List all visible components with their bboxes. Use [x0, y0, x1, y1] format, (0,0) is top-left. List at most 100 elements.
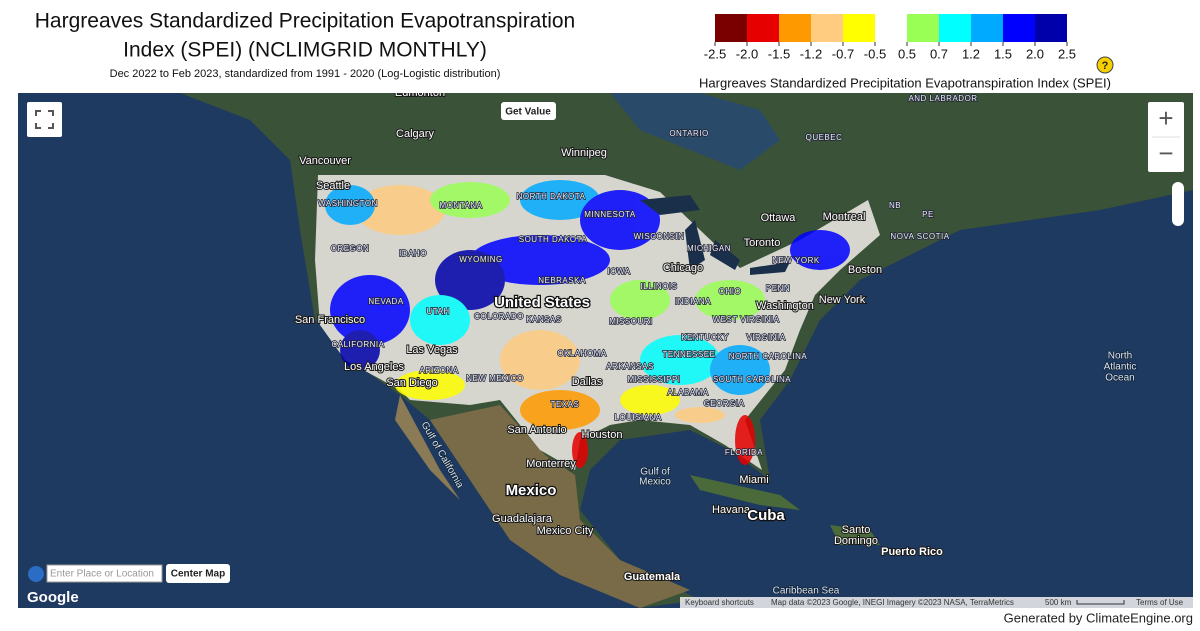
- label: QUEBEC: [806, 133, 843, 142]
- zoom-out[interactable]: −: [1158, 138, 1173, 168]
- legend-label: 0.7: [930, 46, 948, 61]
- google-logo: Google: [27, 589, 79, 606]
- label: INDIANA: [675, 297, 711, 306]
- cuba: [690, 475, 800, 510]
- label: Ottawa: [761, 212, 797, 224]
- land-mexico: [430, 405, 690, 608]
- title: Hargreaves Standardized Precipitation Ev…: [35, 10, 575, 33]
- legend-label: -2.5: [704, 46, 726, 61]
- label: IDAHO: [399, 249, 427, 258]
- label: NEW MEXICO: [466, 374, 523, 383]
- scale-bar: [1076, 600, 1125, 605]
- label: Vancouver: [299, 155, 351, 167]
- label: San Antonio: [507, 424, 566, 436]
- label: CALIFORNIA: [331, 340, 384, 349]
- label: MICHIGAN: [687, 244, 731, 253]
- legend-swatch: [779, 14, 811, 42]
- label: NEW YORK: [772, 256, 820, 265]
- attribution[interactable]: Terms of Use: [1136, 598, 1184, 607]
- scale-label: 500 km: [1045, 598, 1072, 607]
- center-map-button[interactable]: [166, 564, 230, 583]
- label: WASHINGTON: [318, 199, 378, 208]
- zoom-slider[interactable]: [1172, 182, 1184, 226]
- attribution: Map data ©2023 Google, INEGI Imagery ©20…: [771, 598, 1014, 607]
- legend: -2.5 -2.0 -1.5 -1.2 -0.7 -0.5 0.5 0.7 1.2 1.5 2.0 2…: [704, 14, 1076, 61]
- legend-label: -0.5: [864, 46, 886, 61]
- attribution[interactable]: Keyboard shortcuts: [685, 598, 754, 607]
- fullscreen-icon[interactable]: [35, 110, 54, 129]
- label: Cuba: [747, 507, 785, 524]
- legend-swatch: [939, 14, 971, 42]
- label: ALABAMA: [667, 388, 708, 397]
- label: Boston: [848, 264, 882, 276]
- label: KENTUCKY: [681, 333, 729, 342]
- credit: Generated by ClimateEngine.org: [1004, 610, 1193, 625]
- fullscreen-button[interactable]: [27, 102, 62, 137]
- title: Index (SPEI) (NCLIMGRID MONTHLY): [123, 39, 487, 62]
- legend-swatch: [811, 14, 843, 42]
- label: COLORADO: [474, 312, 524, 321]
- label: VIRGINIA: [746, 333, 785, 342]
- legend-swatch: [971, 14, 1003, 42]
- label: Seattle: [316, 180, 350, 192]
- zoom-in[interactable]: +: [1158, 103, 1173, 133]
- label: MISSOURI: [609, 317, 653, 326]
- label: FLORIDA: [725, 448, 763, 457]
- label: IOWA: [607, 267, 630, 276]
- label: Edmonton: [395, 87, 445, 99]
- label: NB: [889, 201, 901, 210]
- help-icon[interactable]: [1096, 56, 1114, 74]
- label: United States: [494, 294, 590, 311]
- label: Havana: [712, 504, 751, 516]
- label: UTAH: [426, 307, 449, 316]
- search-input[interactable]: [46, 564, 163, 583]
- label: OKLAHOMA: [557, 349, 607, 358]
- label: Guatemala: [624, 571, 681, 583]
- label: Santo: [842, 524, 871, 536]
- label: Calgary: [396, 128, 434, 140]
- label: Los Angeles: [344, 361, 404, 373]
- get-value-button-text[interactable]: Get Value: [505, 107, 551, 118]
- get-value-button[interactable]: [501, 102, 556, 120]
- center-map-button-text[interactable]: Center Map: [171, 569, 225, 580]
- legend-caption: Hargreaves Standardized Precipitation Ev…: [699, 75, 1111, 90]
- label: ILLINOIS: [641, 282, 678, 291]
- label: NOVA SCOTIA: [890, 232, 949, 241]
- label: WISCONSIN: [634, 232, 685, 241]
- label: NORTH DAKOTA: [517, 192, 586, 201]
- legend-label: 0.5: [898, 46, 916, 61]
- label: WEST VIRGINIA: [713, 315, 780, 324]
- legend-swatch: [843, 14, 875, 42]
- info-icon[interactable]: [28, 566, 44, 582]
- label: AND LABRADOR: [908, 94, 977, 103]
- search-placeholder[interactable]: Enter Place or Location: [50, 569, 154, 580]
- legend-swatch: [1035, 14, 1067, 42]
- label: SOUTH DAKOTA: [519, 235, 588, 244]
- label: PENN: [766, 284, 790, 293]
- label: ONTARIO: [669, 129, 708, 138]
- label: Las Vegas: [406, 344, 458, 356]
- label: PE: [922, 210, 934, 219]
- label: LOUISIANA: [614, 413, 661, 422]
- label: New York: [819, 294, 866, 306]
- label: MISSISSIPPI: [627, 375, 680, 384]
- label: Mexico: [506, 482, 557, 499]
- label: NORTH CAROLINA: [729, 352, 808, 361]
- legend-label: 1.2: [962, 46, 980, 61]
- label: WYOMING: [459, 255, 503, 264]
- label: Miami: [739, 474, 768, 486]
- label: Caribbean Sea: [773, 586, 840, 597]
- label: NEBRASKA: [538, 276, 586, 285]
- label: NEVADA: [368, 297, 403, 306]
- label: Mexico City: [537, 525, 594, 537]
- label: ARKANSAS: [606, 362, 654, 371]
- label: GEORGIA: [704, 399, 745, 408]
- subtitle: Dec 2022 to Feb 2023, standardized from …: [110, 68, 501, 80]
- label: Gulf of: [640, 467, 670, 478]
- legend-label: 2.0: [1026, 46, 1044, 61]
- label: Guadalajara: [492, 513, 553, 525]
- help-icon-text[interactable]: ?: [1102, 60, 1109, 72]
- spei-layer: [315, 175, 880, 470]
